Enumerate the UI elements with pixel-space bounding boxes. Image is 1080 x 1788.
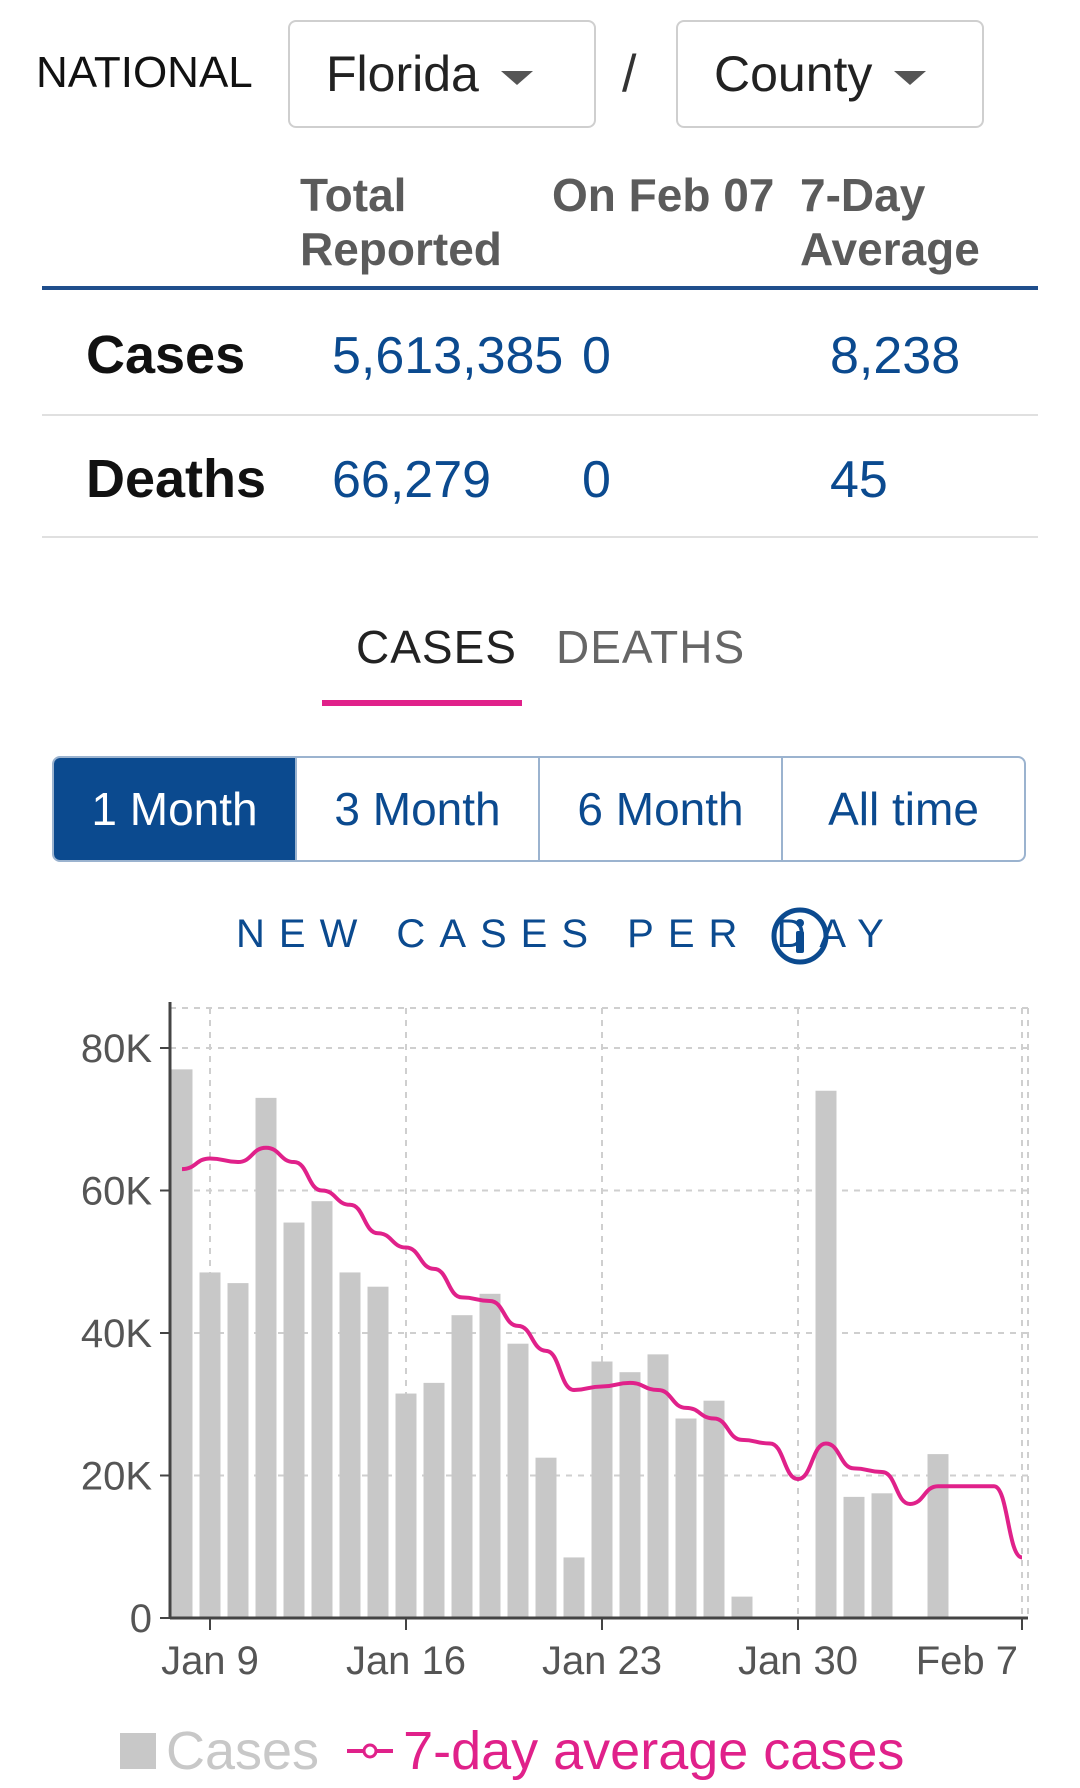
cases-7day-average: 8,238 — [830, 327, 961, 385]
x-tick-label: Jan 23 — [542, 1639, 662, 1683]
row-label-deaths: Deaths — [86, 449, 267, 509]
bar — [479, 1293, 501, 1618]
bar — [647, 1354, 669, 1618]
bar — [507, 1343, 529, 1618]
bar — [871, 1493, 893, 1618]
bar — [227, 1283, 249, 1618]
active-tab-indicator — [322, 700, 522, 706]
row-divider — [42, 536, 1038, 538]
national-link[interactable]: NATIONAL — [36, 48, 253, 97]
bar — [563, 1557, 585, 1618]
bar — [283, 1222, 305, 1618]
cases-on-date: 0 — [582, 327, 611, 385]
tab-deaths[interactable]: DEATHS — [556, 621, 746, 673]
county-dropdown-value: County — [714, 46, 873, 102]
x-tick-label: Jan 9 — [161, 1639, 259, 1683]
table-header-rule — [42, 286, 1038, 290]
bar — [927, 1454, 949, 1618]
cases-legend-swatch — [120, 1733, 156, 1769]
chevron-down-icon — [500, 71, 533, 85]
range-all-time-button[interactable]: All time — [781, 758, 1024, 860]
chart-legend: Cases 7-day average cases — [120, 1720, 904, 1782]
bar — [815, 1090, 837, 1618]
bar — [199, 1272, 221, 1618]
x-tick-label: Jan 30 — [738, 1639, 858, 1683]
bar — [591, 1361, 613, 1618]
y-tick-label: 80K — [81, 1027, 152, 1071]
y-tick-label: 20K — [81, 1455, 152, 1499]
county-dropdown[interactable]: County — [676, 20, 984, 128]
bar — [619, 1372, 641, 1618]
bar — [171, 1069, 193, 1618]
row-divider — [42, 414, 1038, 416]
column-header-total: Total Reported — [300, 169, 502, 275]
x-tick-label: Feb 7 — [916, 1639, 1018, 1683]
deaths-7day-average: 45 — [830, 451, 888, 509]
column-header-on-date: On Feb 07 — [552, 169, 775, 221]
time-range-selector: 1 Month 3 Month 6 Month All time — [52, 756, 1026, 862]
state-dropdown[interactable]: Florida — [288, 20, 596, 128]
average-legend-marker — [347, 1743, 394, 1759]
new-cases-chart: 0 20K 40K 60K 80K Jan 9 Jan 16 Jan 23 Jan 30 Feb … — [81, 1002, 1029, 1683]
deaths-total: 66,279 — [332, 451, 492, 509]
y-tick-label: 0 — [130, 1597, 152, 1641]
column-header-average: 7-Day Average — [800, 169, 980, 275]
average-line — [181, 1145, 1023, 1560]
legend-average-label: 7-day average cases — [403, 1721, 905, 1781]
bar — [451, 1315, 473, 1618]
bar — [675, 1418, 697, 1618]
y-tick-label: 40K — [81, 1312, 152, 1356]
deaths-on-date: 0 — [582, 451, 611, 509]
bar — [703, 1400, 725, 1618]
range-3-month-button[interactable]: 3 Month — [295, 758, 538, 860]
bar — [367, 1286, 389, 1618]
y-tick-label: 60K — [81, 1170, 152, 1214]
tab-cases[interactable]: CASES — [356, 621, 517, 673]
chevron-down-icon — [894, 71, 927, 85]
bar — [843, 1496, 865, 1618]
info-icon[interactable] — [770, 906, 830, 966]
bar — [423, 1382, 445, 1618]
range-6-month-button[interactable]: 6 Month — [538, 758, 781, 860]
bar — [255, 1097, 277, 1618]
bar — [535, 1457, 557, 1618]
bar — [339, 1272, 361, 1618]
cases-total: 5,613,385 — [332, 327, 564, 385]
bar — [731, 1596, 753, 1618]
bar — [311, 1201, 333, 1618]
legend-cases-label: Cases — [166, 1721, 320, 1781]
breadcrumb-separator: / — [622, 45, 637, 103]
x-tick-label: Jan 16 — [346, 1639, 466, 1683]
state-dropdown-value: Florida — [326, 46, 479, 102]
range-1-month-button[interactable]: 1 Month — [54, 758, 295, 860]
row-label-cases: Cases — [86, 325, 246, 385]
bar — [395, 1393, 417, 1618]
